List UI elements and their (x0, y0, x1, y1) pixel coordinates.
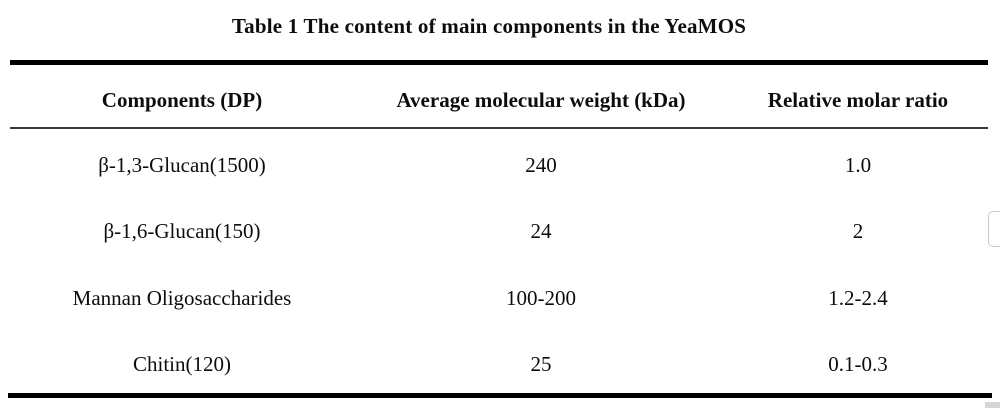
scrollbar-corner (985, 402, 1000, 408)
cell-molar-ratio: 2 (852, 219, 864, 244)
cell-molar-ratio: 1.2-2.4 (828, 285, 888, 310)
table-header-rule (10, 127, 988, 129)
clipped-edge-widget[interactable] (988, 211, 1000, 247)
cell-component-name: β-1,6-Glucan(150) (103, 219, 261, 244)
cell-molecular-weight: 24 (530, 219, 552, 244)
table-top-rule (10, 60, 988, 65)
table-header-row: Components (DP) Average molecular weight… (10, 65, 988, 127)
cell-molecular-weight: 240 (525, 153, 557, 178)
cell-component-name: Mannan Oligosaccharides (72, 285, 292, 310)
table-caption: Table 1 The content of main components i… (231, 14, 747, 38)
table-bottom-rule (8, 393, 992, 398)
table-row: β-1,6-Glucan(150) 24 2 (10, 194, 988, 260)
table-row: Chitin(120) 25 0.1-0.3 (10, 327, 988, 393)
cell-molecular-weight: 25 (530, 351, 552, 376)
cell-molar-ratio: 0.1-0.3 (828, 351, 888, 376)
cell-molecular-weight: 100-200 (506, 285, 576, 310)
column-header-components: Components (DP) (101, 87, 263, 112)
cell-component-name: β-1,3-Glucan(1500) (98, 153, 266, 178)
cell-component-name: Chitin(120) (133, 351, 231, 376)
column-header-molar-ratio: Relative molar ratio (767, 87, 949, 112)
table-body: β-1,3-Glucan(1500) 240 1.0 β-1,6-Glucan(… (10, 128, 988, 393)
table-row: Mannan Oligosaccharides 100-200 1.2-2.4 (10, 261, 988, 327)
cell-molar-ratio: 1.0 (844, 153, 872, 178)
column-header-molecular-weight: Average molecular weight (kDa) (396, 87, 686, 112)
table-row: β-1,3-Glucan(1500) 240 1.0 (10, 128, 988, 194)
